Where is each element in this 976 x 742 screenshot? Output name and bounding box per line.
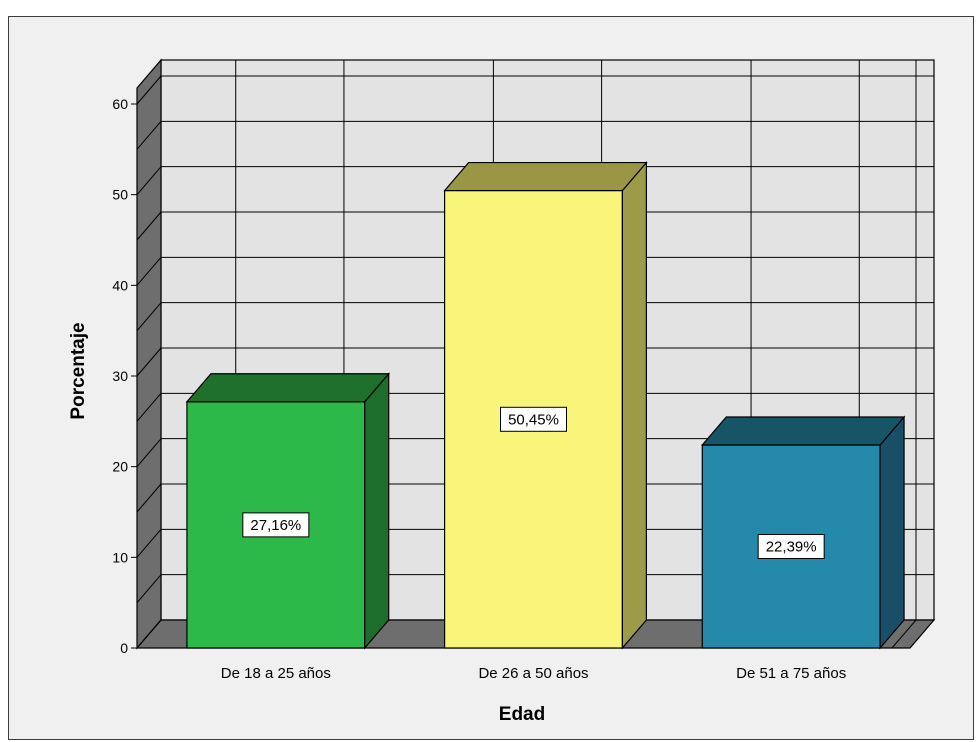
y-tick-label: 30 xyxy=(112,368,128,384)
y-tick-label: 40 xyxy=(112,277,128,293)
y-tick-label: 0 xyxy=(120,640,128,656)
bar-top xyxy=(443,161,648,192)
x-axis-title: Edad xyxy=(499,704,545,725)
grid-line-side xyxy=(136,302,162,331)
data-label: 27,16% xyxy=(250,517,301,534)
grid-line-side xyxy=(136,75,162,105)
grid-line-side xyxy=(136,211,162,241)
plot-left-wall xyxy=(136,58,162,650)
grid-line-side xyxy=(136,438,162,467)
data-label: 22,39% xyxy=(766,538,817,555)
data-label-box xyxy=(500,406,567,432)
grid-line-floor xyxy=(891,619,917,649)
data-label-box xyxy=(757,533,825,559)
y-axis-title: Porcentaje xyxy=(68,322,89,419)
data-label-box xyxy=(242,512,310,538)
x-tick-label: De 18 a 25 años xyxy=(221,665,331,682)
x-tick-label: De 51 a 75 años xyxy=(736,665,846,682)
x-tick-label: De 26 a 50 años xyxy=(478,665,588,682)
grid-line-side xyxy=(136,529,162,558)
grid-line-side xyxy=(136,166,162,195)
bar-side xyxy=(879,415,905,650)
y-tick-label: 10 xyxy=(112,549,128,565)
bar-side xyxy=(621,160,647,650)
grid-line-side xyxy=(136,574,162,603)
grid-line-side xyxy=(136,619,162,649)
grid-line-side xyxy=(136,483,162,513)
data-label: 50,45% xyxy=(508,411,559,428)
y-tick-label: 60 xyxy=(112,96,128,112)
grid-line-side xyxy=(136,393,162,422)
grid-line-side xyxy=(136,121,162,150)
grid-line-side xyxy=(136,257,162,286)
y-tick-label: 20 xyxy=(112,459,128,475)
bar-side xyxy=(364,372,390,650)
bar-top xyxy=(700,416,906,446)
bar-top xyxy=(185,373,391,403)
y-tick-label: 50 xyxy=(112,187,128,203)
grid-line-side xyxy=(136,347,162,377)
